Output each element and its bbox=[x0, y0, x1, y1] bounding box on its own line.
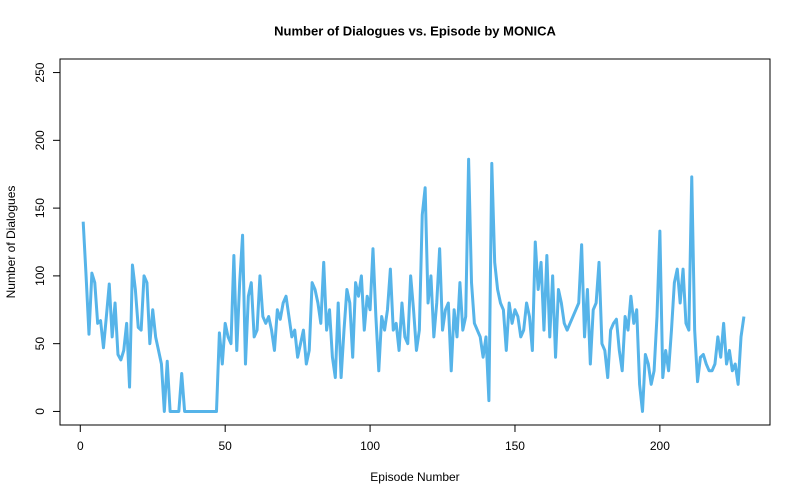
x-tick-label: 200 bbox=[650, 439, 670, 453]
x-axis-label: Episode Number bbox=[370, 470, 459, 484]
chart-title: Number of Dialogues vs. Episode by MONIC… bbox=[274, 23, 556, 38]
y-tick-label: 0 bbox=[33, 408, 47, 415]
x-tick-label: 150 bbox=[505, 439, 525, 453]
x-tick-label: 0 bbox=[77, 439, 84, 453]
y-tick-label: 250 bbox=[33, 62, 47, 82]
plot-frame bbox=[59, 58, 771, 426]
y-tick-label: 200 bbox=[33, 130, 47, 150]
y-tick-label: 150 bbox=[33, 198, 47, 218]
data-line bbox=[81, 157, 746, 413]
y-axis-label: Number of Dialogues bbox=[4, 186, 18, 299]
y-tick-label: 50 bbox=[33, 337, 47, 351]
x-tick-label: 50 bbox=[219, 439, 233, 453]
y-tick-label: 100 bbox=[33, 266, 47, 286]
x-tick-label: 100 bbox=[360, 439, 380, 453]
